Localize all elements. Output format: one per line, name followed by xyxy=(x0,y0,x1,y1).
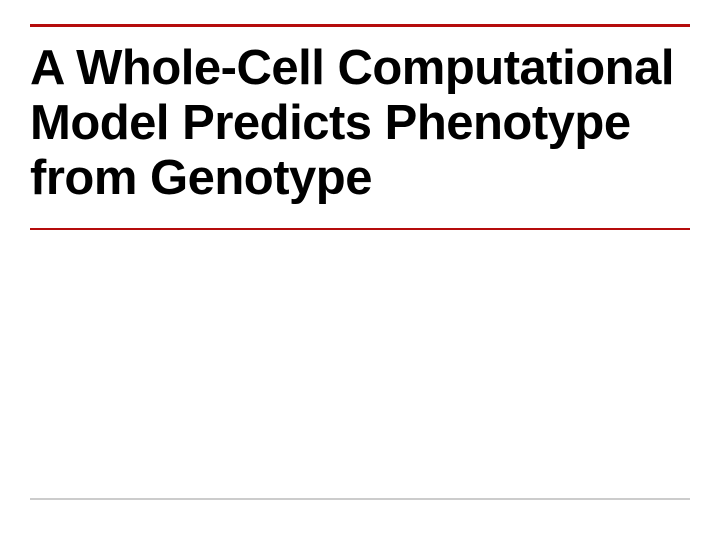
slide-container: A Whole-Cell Computational Model Predict… xyxy=(0,0,720,540)
mid-divider xyxy=(30,228,690,230)
slide-title: A Whole-Cell Computational Model Predict… xyxy=(30,41,690,206)
top-divider xyxy=(30,24,690,27)
bottom-divider xyxy=(30,498,690,500)
